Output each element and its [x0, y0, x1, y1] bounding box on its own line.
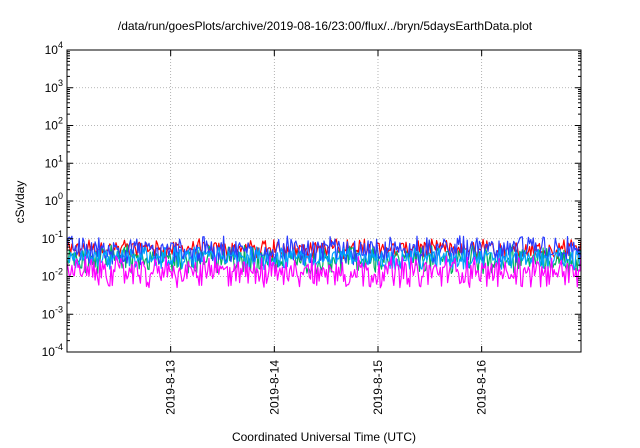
x-axis-label: Coordinated Universal Time (UTC) [232, 430, 416, 444]
data-series-line-5 [66, 255, 582, 289]
y-tick-label: 101 [45, 153, 63, 170]
plot-area-frame [66, 49, 582, 353]
x-tick-label: 2019-8-13 [164, 360, 178, 415]
y-tick-label: 10-4 [42, 342, 63, 359]
y-tick-label: 104 [45, 40, 63, 57]
x-tick-label: 2019-8-16 [475, 360, 489, 415]
axis-ticks: 10-4 10-3 10-2 10-1 100 101 102 103 104 2019-8-13… [42, 40, 581, 415]
y-tick-label: 100 [45, 191, 63, 208]
y-axis-label: cSv/day [13, 181, 27, 224]
data-series-group [66, 235, 582, 289]
data-series-line-3 [66, 235, 582, 266]
data-series-line-4 [66, 246, 582, 271]
y-tick-label: 102 [45, 116, 63, 133]
y-tick-label: 10-1 [42, 229, 63, 246]
grid-lines [67, 50, 581, 352]
chart-title: /data/run/goesPlots/archive/2019-08-16/2… [118, 19, 533, 33]
x-tick-label: 2019-8-15 [371, 360, 385, 415]
y-tick-label: 10-3 [42, 304, 63, 321]
x-tick-label: 2019-8-14 [267, 360, 281, 415]
y-tick-label: 103 [45, 78, 63, 95]
y-tick-label: 10-2 [42, 267, 63, 284]
